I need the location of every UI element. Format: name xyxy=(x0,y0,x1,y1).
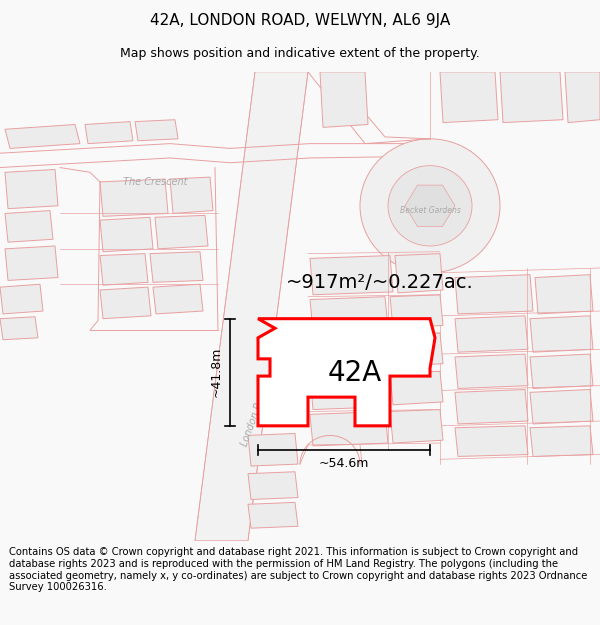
Polygon shape xyxy=(530,354,593,389)
Polygon shape xyxy=(310,297,388,331)
Polygon shape xyxy=(100,287,151,319)
Polygon shape xyxy=(455,274,533,314)
Polygon shape xyxy=(530,426,593,456)
Polygon shape xyxy=(100,217,153,252)
Text: ~54.6m: ~54.6m xyxy=(319,458,369,471)
Polygon shape xyxy=(0,284,43,314)
Polygon shape xyxy=(565,72,600,122)
Text: The Crescent: The Crescent xyxy=(123,177,187,187)
Text: ~41.8m: ~41.8m xyxy=(210,347,223,398)
Polygon shape xyxy=(455,389,528,424)
Polygon shape xyxy=(5,246,58,281)
Polygon shape xyxy=(390,371,443,405)
Polygon shape xyxy=(530,316,593,352)
Polygon shape xyxy=(530,389,593,424)
Polygon shape xyxy=(455,426,528,456)
Polygon shape xyxy=(500,72,563,122)
Polygon shape xyxy=(405,185,455,226)
Polygon shape xyxy=(320,72,368,127)
Polygon shape xyxy=(5,211,53,242)
Polygon shape xyxy=(455,354,528,389)
Polygon shape xyxy=(395,254,443,293)
Polygon shape xyxy=(310,373,388,409)
Polygon shape xyxy=(135,120,178,141)
Polygon shape xyxy=(390,333,443,366)
Text: ~917m²/~0.227ac.: ~917m²/~0.227ac. xyxy=(286,273,474,292)
Polygon shape xyxy=(5,169,58,209)
Polygon shape xyxy=(150,252,203,282)
Text: Contains OS data © Crown copyright and database right 2021. This information is : Contains OS data © Crown copyright and d… xyxy=(9,548,587,592)
Text: 42A: 42A xyxy=(328,359,382,388)
Polygon shape xyxy=(248,503,298,528)
Circle shape xyxy=(360,139,500,272)
Polygon shape xyxy=(248,472,298,499)
Polygon shape xyxy=(310,411,388,446)
Polygon shape xyxy=(155,216,208,249)
Polygon shape xyxy=(85,122,133,144)
Polygon shape xyxy=(0,317,38,340)
Polygon shape xyxy=(455,316,528,352)
Polygon shape xyxy=(5,124,80,148)
Circle shape xyxy=(388,166,472,246)
Polygon shape xyxy=(153,284,203,314)
Text: Map shows position and indicative extent of the property.: Map shows position and indicative extent… xyxy=(120,48,480,61)
Text: Becket Gardens: Becket Gardens xyxy=(400,206,460,215)
Polygon shape xyxy=(440,72,498,122)
Polygon shape xyxy=(310,335,388,369)
Polygon shape xyxy=(535,274,593,314)
Polygon shape xyxy=(100,254,148,285)
Polygon shape xyxy=(258,319,435,426)
Text: London Road: London Road xyxy=(239,384,271,448)
Polygon shape xyxy=(390,295,443,328)
Polygon shape xyxy=(100,179,168,216)
Text: 42A, LONDON ROAD, WELWYN, AL6 9JA: 42A, LONDON ROAD, WELWYN, AL6 9JA xyxy=(150,12,450,28)
Polygon shape xyxy=(195,72,308,541)
Polygon shape xyxy=(310,256,393,295)
Polygon shape xyxy=(390,409,443,443)
Polygon shape xyxy=(170,177,213,214)
Polygon shape xyxy=(248,434,298,466)
